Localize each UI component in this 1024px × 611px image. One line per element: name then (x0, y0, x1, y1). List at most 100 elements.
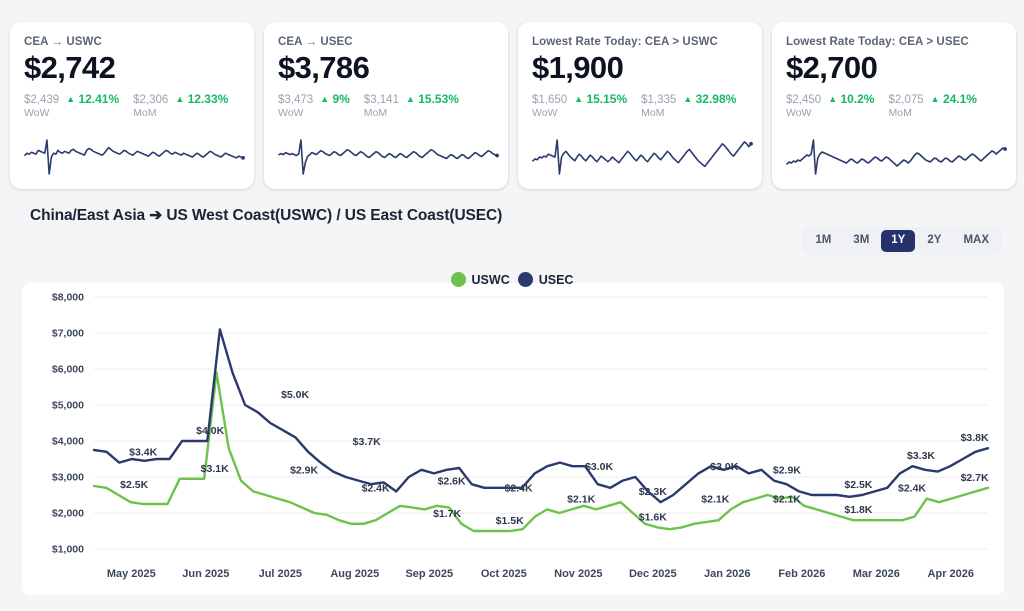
kpi-title: CEA → USEC (278, 36, 353, 48)
kpi-value: $3,786 (278, 50, 370, 85)
svg-text:$2.9K: $2.9K (290, 465, 318, 477)
kpi-mom-prev: $3,141 (363, 93, 399, 106)
svg-text:$2.9K: $2.9K (773, 465, 801, 477)
kpi-card-cea-uswc[interactable]: CEA → USWC $2,742 $2,439 ▲ 12.41% WoW $2… (10, 22, 254, 189)
kpi-stats: $3,473 ▲ 9% WoW $3,141 ▲ 15.53% MoM (278, 92, 494, 119)
svg-text:$2.6K: $2.6K (438, 475, 466, 487)
kpi-mom-label: MoM (641, 106, 665, 119)
svg-text:$1.6K: $1.6K (639, 511, 667, 523)
kpi-mom-prev: $2,306 (133, 93, 169, 106)
range-button-2y[interactable]: 2Y (917, 230, 951, 252)
svg-text:$2.4K: $2.4K (362, 483, 390, 495)
kpi-wow-delta: ▲ 10.2% (828, 91, 875, 106)
svg-text:$1.5K: $1.5K (496, 515, 524, 527)
kpi-wow-delta: ▲ 15.15% (574, 91, 628, 106)
svg-text:$2.4K: $2.4K (505, 483, 533, 495)
kpi-wow-label: WoW (24, 106, 50, 119)
kpi-wow-prev: $2,439 (24, 93, 60, 106)
svg-text:$6,000: $6,000 (52, 364, 84, 376)
kpi-wow-label: WoW (532, 106, 558, 119)
chart-title: China/East Asia ➔ US West Coast(USWC) / … (30, 207, 503, 224)
kpi-mom-delta: ▲ 15.53% (405, 91, 459, 106)
kpi-stats: $2,450 ▲ 10.2% WoW $2,075 ▲ 24.1% MoM (786, 92, 1002, 119)
legend-label: USWC (471, 272, 510, 287)
kpi-stat-mom: $3,141 ▲ 15.53% MoM (364, 92, 459, 119)
svg-text:Apr 2026: Apr 2026 (928, 568, 974, 580)
svg-text:Mar 2026: Mar 2026 (853, 568, 900, 580)
svg-text:Feb 2026: Feb 2026 (778, 568, 825, 580)
svg-text:$1.8K: $1.8K (844, 504, 872, 516)
svg-text:$3.0K: $3.0K (710, 461, 738, 473)
kpi-title: Lowest Rate Today: CEA > USWC (532, 36, 718, 48)
kpi-value: $2,700 (786, 50, 878, 85)
svg-text:$3.3K: $3.3K (907, 450, 935, 462)
kpi-card-row: CEA → USWC $2,742 $2,439 ▲ 12.41% WoW $2… (0, 0, 1024, 189)
range-button-3m[interactable]: 3M (843, 230, 879, 252)
svg-text:$1.7K: $1.7K (433, 508, 461, 520)
time-range-toggle[interactable]: 1M 3M 1Y 2Y MAX (802, 227, 1002, 255)
kpi-wow-delta: ▲ 9% (320, 91, 350, 106)
kpi-mom-delta: ▲ 24.1% (930, 91, 977, 106)
svg-text:Jan 2026: Jan 2026 (704, 568, 750, 580)
kpi-title: CEA → USWC (24, 36, 102, 48)
legend-item-uswc[interactable]: USWC (450, 272, 510, 287)
svg-text:Oct 2025: Oct 2025 (481, 568, 527, 580)
triangle-up-icon: ▲ (175, 93, 185, 104)
svg-text:$2,000: $2,000 (52, 508, 84, 520)
svg-text:$2.7K: $2.7K (961, 472, 989, 484)
kpi-mom-delta: ▲ 12.33% (175, 91, 229, 106)
legend-color-dot (517, 272, 533, 287)
range-button-max[interactable]: MAX (953, 230, 999, 252)
triangle-up-icon: ▲ (930, 93, 940, 104)
svg-text:$3.7K: $3.7K (353, 436, 381, 448)
kpi-value: $2,742 (24, 50, 116, 85)
legend-item-usec[interactable]: USEC (517, 272, 574, 287)
kpi-card-lowest-usec[interactable]: Lowest Rate Today: CEA > USEC $2,700 $2,… (772, 22, 1016, 189)
kpi-stat-mom: $1,335 ▲ 32.98% MoM (641, 92, 736, 119)
sparkline-chart (22, 133, 246, 179)
range-button-1y[interactable]: 1Y (881, 230, 916, 252)
kpi-card-lowest-uswc[interactable]: Lowest Rate Today: CEA > USWC $1,900 $1,… (518, 22, 762, 189)
kpi-wow-prev: $2,450 (786, 93, 822, 106)
line-chart[interactable]: $1,000 $2,000 $3,000 $4,000 $5,000 $6,000 $7,0… (22, 283, 1004, 595)
kpi-value: $1,900 (532, 50, 624, 85)
svg-text:$2.4K: $2.4K (898, 483, 926, 495)
kpi-stat-mom: $2,075 ▲ 24.1% MoM (888, 92, 976, 119)
svg-text:$4.0K: $4.0K (196, 425, 224, 437)
svg-text:Nov 2025: Nov 2025 (554, 568, 602, 580)
svg-text:Dec 2025: Dec 2025 (629, 568, 677, 580)
triangle-up-icon: ▲ (405, 93, 415, 104)
sparkline-chart (784, 133, 1008, 179)
kpi-card-cea-usec[interactable]: CEA → USEC $3,786 $3,473 ▲ 9% WoW $3,141… (264, 22, 508, 189)
svg-text:$3.8K: $3.8K (961, 432, 989, 444)
kpi-stat-wow: $1,650 ▲ 15.15% WoW (532, 92, 627, 119)
kpi-wow-prev: $3,473 (278, 93, 314, 106)
legend-label: USEC (538, 272, 574, 287)
kpi-wow-label: WoW (278, 106, 304, 119)
kpi-stat-wow: $2,450 ▲ 10.2% WoW (786, 92, 874, 119)
svg-text:$5.0K: $5.0K (281, 389, 309, 401)
chart-card (22, 283, 1004, 595)
kpi-stat-wow: $2,439 ▲ 12.41% WoW (24, 92, 119, 119)
svg-text:$2.1K: $2.1K (567, 493, 595, 505)
svg-text:$2.1K: $2.1K (701, 493, 729, 505)
svg-text:$3.1K: $3.1K (201, 463, 229, 475)
svg-text:$3.0K: $3.0K (585, 461, 613, 473)
svg-text:Jun 2025: Jun 2025 (182, 568, 229, 580)
kpi-stats: $1,650 ▲ 15.15% WoW $1,335 ▲ 32.98% MoM (532, 92, 748, 119)
svg-text:$2.3K: $2.3K (639, 486, 667, 498)
sparkline-chart (530, 133, 754, 179)
svg-text:Aug 2025: Aug 2025 (330, 568, 379, 580)
chart-legend: USWC USEC (0, 272, 1024, 287)
svg-text:Sep 2025: Sep 2025 (405, 568, 453, 580)
kpi-stat-wow: $3,473 ▲ 9% WoW (278, 92, 350, 119)
range-button-1m[interactable]: 1M (805, 230, 841, 252)
kpi-mom-label: MoM (363, 106, 388, 119)
chart-header: China/East Asia ➔ US West Coast(USWC) / … (0, 189, 1024, 255)
kpi-wow-delta: ▲ 12.41% (66, 91, 120, 106)
svg-text:Jul 2025: Jul 2025 (259, 568, 302, 580)
svg-text:$2.1K: $2.1K (773, 493, 801, 505)
svg-text:$7,000: $7,000 (52, 328, 84, 340)
svg-text:$3.4K: $3.4K (129, 447, 157, 459)
